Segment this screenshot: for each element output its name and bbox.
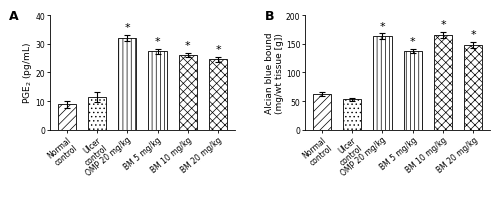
Bar: [464, 46, 482, 130]
Bar: [118, 39, 137, 130]
Text: *: *: [470, 30, 476, 40]
Text: *: *: [185, 41, 190, 51]
Bar: [343, 100, 361, 130]
Text: *: *: [440, 20, 446, 30]
Bar: [209, 60, 228, 130]
Bar: [404, 52, 422, 130]
Text: B: B: [264, 10, 274, 23]
Text: *: *: [216, 45, 221, 55]
Text: *: *: [124, 23, 130, 33]
Bar: [148, 52, 166, 130]
Y-axis label: PGE$_2$ (pg/mL): PGE$_2$ (pg/mL): [21, 42, 34, 104]
Text: A: A: [10, 10, 19, 23]
Bar: [312, 95, 331, 130]
Bar: [434, 36, 452, 130]
Text: *: *: [380, 21, 385, 31]
Y-axis label: Alcian blue bound
(mg/wt tissue [g]): Alcian blue bound (mg/wt tissue [g]): [265, 32, 284, 114]
Bar: [58, 105, 76, 130]
Bar: [179, 56, 197, 130]
Text: *: *: [155, 37, 160, 46]
Bar: [88, 97, 106, 130]
Bar: [374, 37, 392, 130]
Text: *: *: [410, 37, 416, 47]
